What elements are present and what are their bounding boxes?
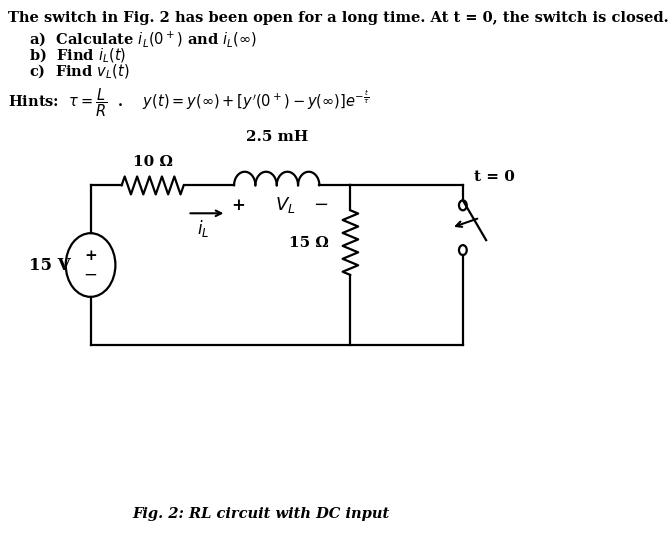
Text: −: − [84, 266, 98, 284]
Text: 10 Ω: 10 Ω [133, 154, 173, 168]
Text: 15 V: 15 V [29, 256, 71, 274]
Text: +: + [84, 249, 97, 263]
Text: $V_L$: $V_L$ [275, 195, 295, 215]
Text: Fig. 2: RL circuit with DC input: Fig. 2: RL circuit with DC input [133, 507, 390, 521]
Text: +: + [231, 197, 245, 214]
Text: b)  Find $i_L(t)$: b) Find $i_L(t)$ [29, 46, 126, 65]
Text: a)  Calculate $i_L(0^+)$ and $i_L(\infty)$: a) Calculate $i_L(0^+)$ and $i_L(\infty)… [29, 29, 257, 49]
Text: t = 0: t = 0 [474, 171, 515, 185]
Text: 2.5 mH: 2.5 mH [246, 130, 308, 144]
Text: Hints:  $\tau = \dfrac{L}{R}$  .    $y(t) = y(\infty) + [y'(0^+) - y(\infty)]e^{: Hints: $\tau = \dfrac{L}{R}$ . $y(t) = y… [7, 86, 369, 118]
Text: 15 Ω: 15 Ω [289, 235, 329, 249]
Text: $i_L$: $i_L$ [197, 218, 209, 239]
Text: c)  Find $v_L(t)$: c) Find $v_L(t)$ [29, 63, 129, 82]
Text: −: − [314, 197, 328, 214]
Text: The switch in Fig. 2 has been open for a long time. At t = 0, the switch is clos: The switch in Fig. 2 has been open for a… [7, 11, 668, 25]
